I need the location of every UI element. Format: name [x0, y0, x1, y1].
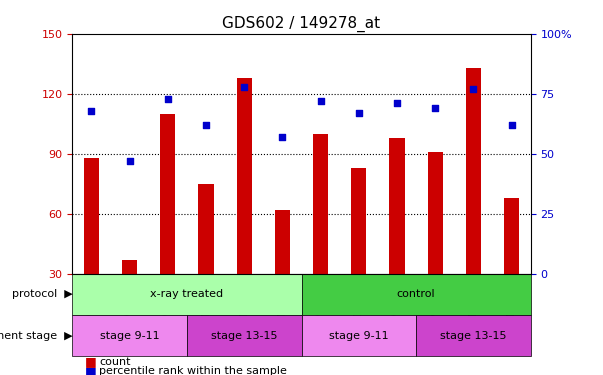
- FancyBboxPatch shape: [187, 315, 302, 356]
- FancyBboxPatch shape: [72, 274, 302, 315]
- FancyBboxPatch shape: [302, 315, 416, 356]
- Point: [277, 134, 287, 140]
- Bar: [466, 68, 481, 274]
- Bar: [313, 134, 328, 274]
- Title: GDS602 / 149278_at: GDS602 / 149278_at: [223, 16, 380, 32]
- Bar: [351, 168, 367, 274]
- Point: [87, 108, 96, 114]
- Bar: [390, 138, 405, 274]
- Point: [125, 158, 134, 164]
- Text: stage 9-11: stage 9-11: [100, 331, 159, 340]
- Bar: [504, 198, 519, 274]
- Text: count: count: [99, 357, 131, 367]
- Bar: [122, 260, 137, 274]
- Text: x-ray treated: x-ray treated: [150, 290, 224, 299]
- Text: ■: ■: [84, 365, 96, 375]
- Text: development stage  ▶: development stage ▶: [0, 331, 72, 340]
- Point: [469, 86, 478, 92]
- Text: protocol  ▶: protocol ▶: [11, 290, 72, 299]
- Point: [507, 122, 516, 128]
- FancyBboxPatch shape: [302, 274, 531, 315]
- Bar: [275, 210, 290, 274]
- Bar: [428, 152, 443, 274]
- Point: [201, 122, 211, 128]
- Text: percentile rank within the sample: percentile rank within the sample: [99, 366, 288, 375]
- FancyBboxPatch shape: [416, 315, 531, 356]
- Text: stage 13-15: stage 13-15: [211, 331, 277, 340]
- Text: stage 9-11: stage 9-11: [329, 331, 388, 340]
- Point: [163, 96, 172, 102]
- Point: [354, 110, 364, 116]
- Bar: [84, 158, 99, 274]
- Bar: [236, 78, 252, 274]
- Point: [316, 98, 326, 104]
- Text: control: control: [397, 290, 435, 299]
- Text: ■: ■: [84, 356, 96, 368]
- Point: [431, 105, 440, 111]
- Point: [239, 84, 249, 90]
- Bar: [198, 184, 213, 274]
- Point: [392, 100, 402, 106]
- Bar: [160, 114, 175, 274]
- FancyBboxPatch shape: [72, 315, 187, 356]
- Text: stage 13-15: stage 13-15: [440, 331, 507, 340]
